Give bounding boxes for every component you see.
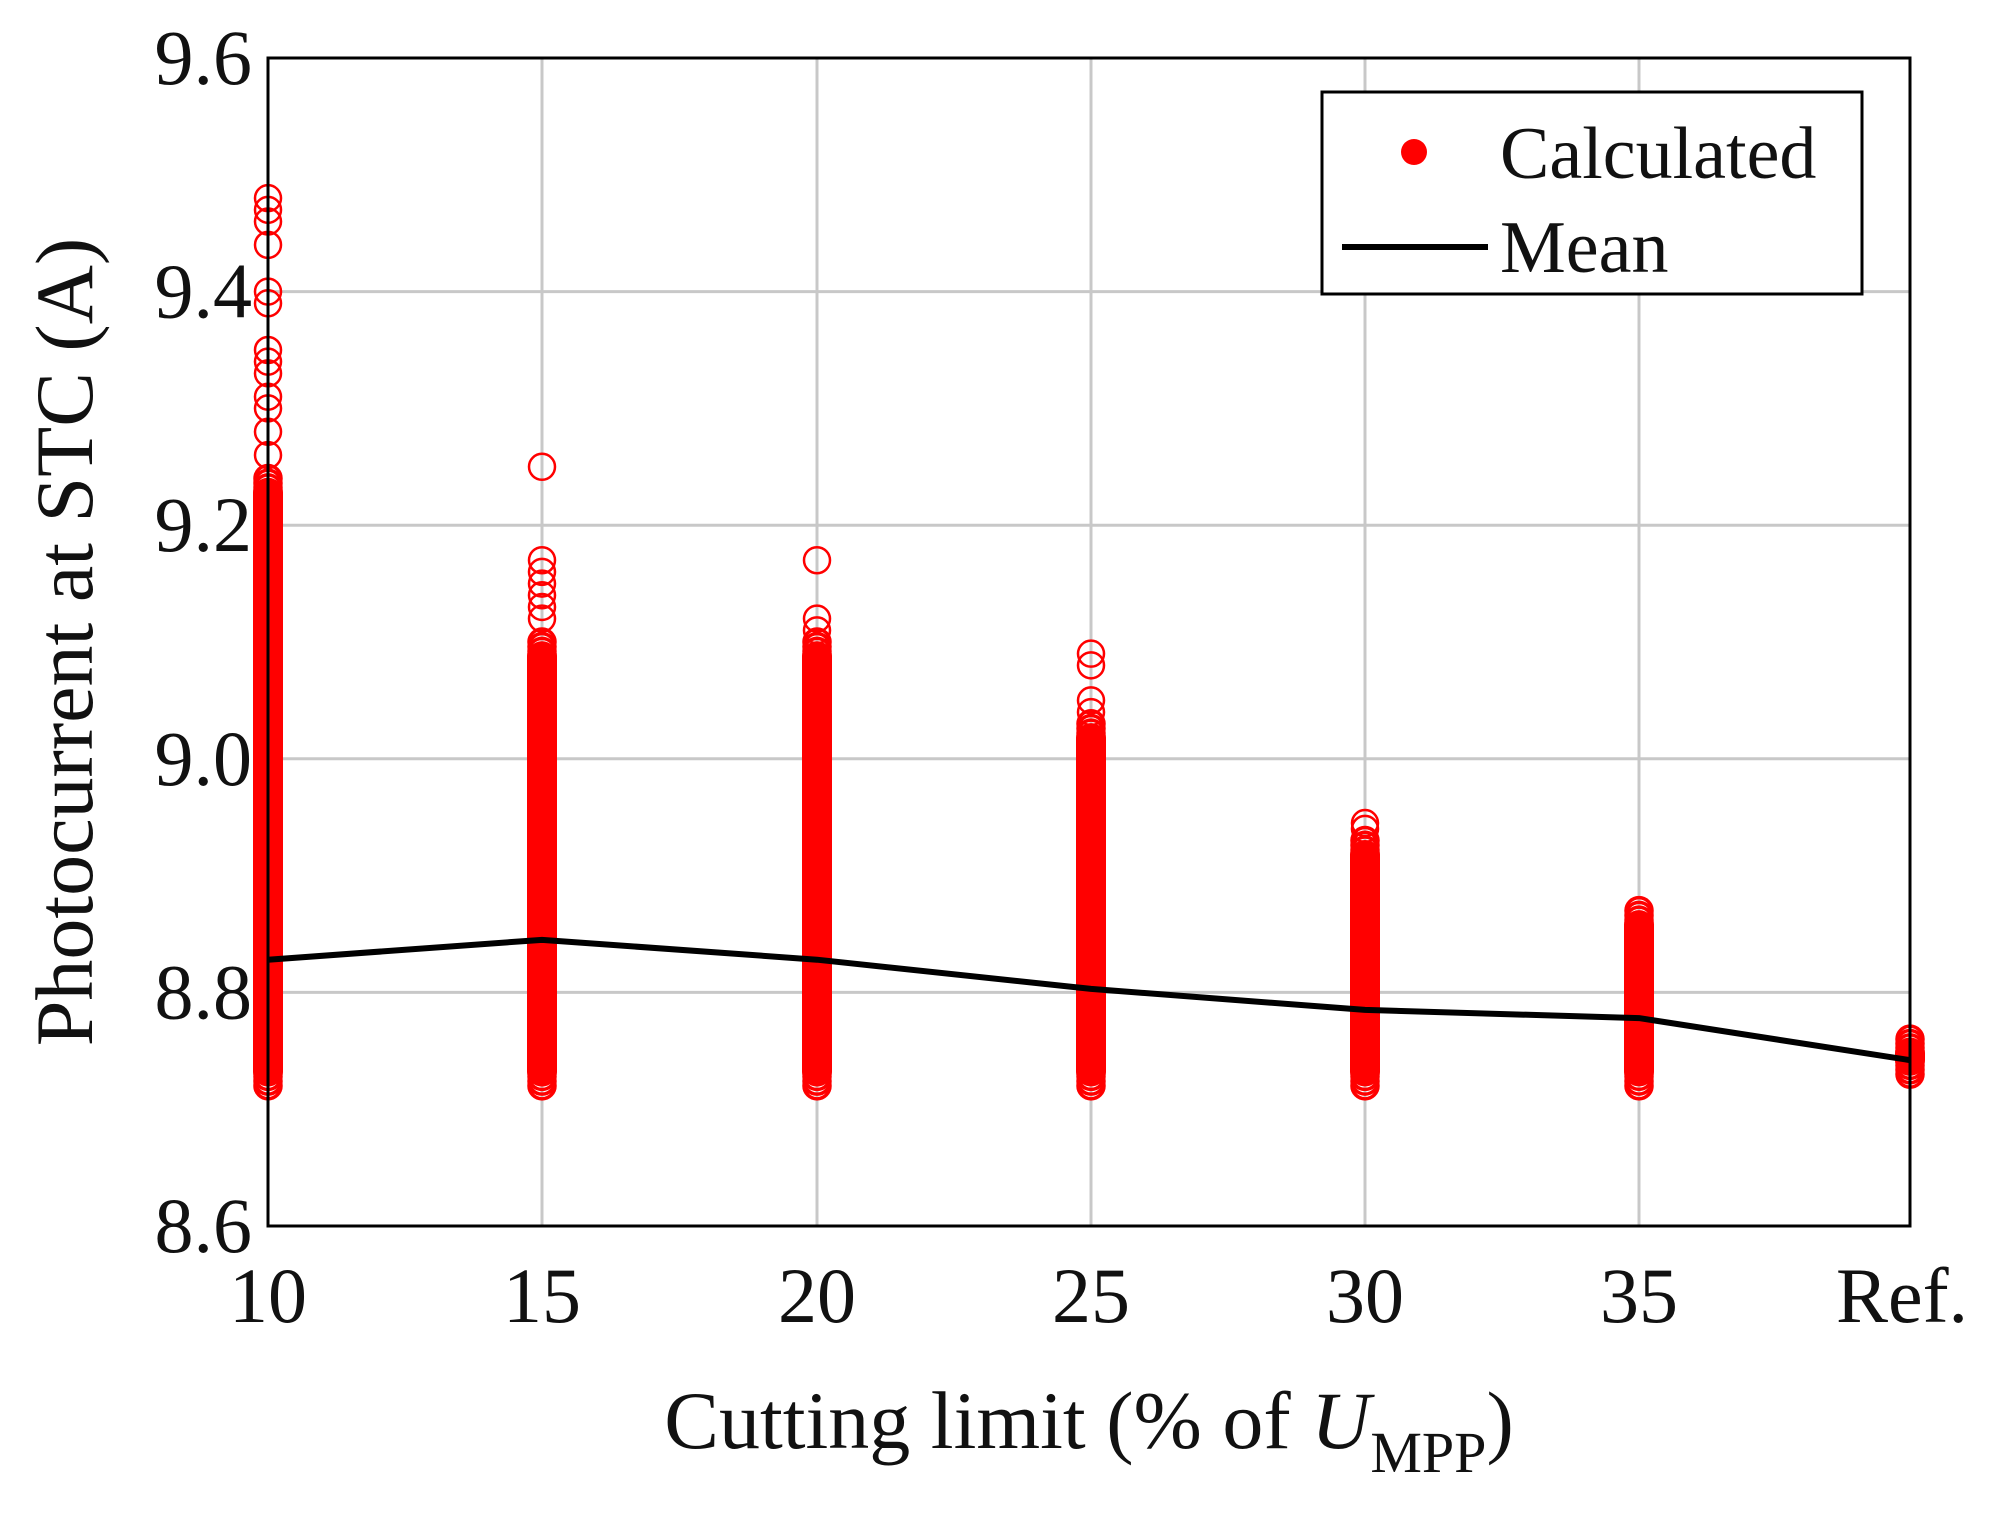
legend-box <box>1320 90 1864 296</box>
calculated-point-cluster <box>1624 910 1654 1086</box>
x-axis-label-variable: U <box>1311 1375 1375 1466</box>
legend-calculated-label: Calculated <box>1500 113 1816 195</box>
x-tick-label: 30 <box>1326 1252 1404 1339</box>
y-tick-label: 8.8 <box>155 948 253 1035</box>
calculated-point <box>802 545 832 575</box>
x-tick-label: 15 <box>503 1252 581 1339</box>
calculated-point-cluster <box>527 642 557 1086</box>
y-axis-label: Photocurrent at STC (A) <box>19 238 110 1046</box>
calculated-point <box>527 557 557 587</box>
x-tick-label: 20 <box>778 1252 856 1339</box>
x-axis-label-prefix: Cutting limit (% of <box>664 1375 1311 1466</box>
y-tick-label: 9.6 <box>155 14 253 101</box>
calculated-point <box>527 452 557 482</box>
legend-calculated-marker <box>1401 139 1427 165</box>
calculated-point-cluster <box>1076 723 1106 1086</box>
y-tick-label: 9.2 <box>155 481 253 568</box>
calculated-point-cluster <box>1350 840 1380 1086</box>
calculated-point <box>1076 639 1106 668</box>
calculated-point <box>1076 651 1106 680</box>
calculated-point <box>527 569 557 598</box>
x-axis-label-suffix: ) <box>1486 1375 1513 1466</box>
calculated-point <box>527 592 557 622</box>
x-axis-label-subscript: MPP <box>1370 1420 1486 1485</box>
x-tick-label: Ref. <box>1836 1252 1968 1339</box>
calculated-point <box>1076 686 1106 715</box>
x-tick-label: 10 <box>229 1252 307 1339</box>
y-tick-labels: 8.6 8.8 9.0 9.2 9.4 9.6 <box>155 14 253 1269</box>
y-tick-label: 8.6 <box>155 1182 253 1269</box>
calculated-point <box>1350 814 1380 844</box>
calculated-point <box>527 604 557 633</box>
calculated-point-cluster <box>802 642 832 1086</box>
calculated-point <box>527 545 557 575</box>
calculated-point <box>802 616 832 645</box>
x-tick-label: 35 <box>1600 1252 1678 1339</box>
calculated-point <box>527 581 557 610</box>
legend: Calculated Mean <box>1320 90 1864 296</box>
y-tick-label: 9.4 <box>155 248 253 335</box>
legend-mean-label: Mean <box>1500 207 1669 289</box>
calculated-point <box>1076 697 1106 727</box>
x-axis-label: Cutting limit (% of UMPP) <box>664 1375 1514 1485</box>
calculated-point <box>802 604 832 633</box>
calculated-point <box>1350 808 1380 838</box>
x-tick-label: 25 <box>1052 1252 1130 1339</box>
plot-frame <box>266 56 1912 1228</box>
mean-series-line <box>267 936 1911 1064</box>
y-tick-label: 9.0 <box>155 715 253 802</box>
x-tick-labels: 10 15 20 25 30 35 Ref. <box>229 1252 1968 1339</box>
